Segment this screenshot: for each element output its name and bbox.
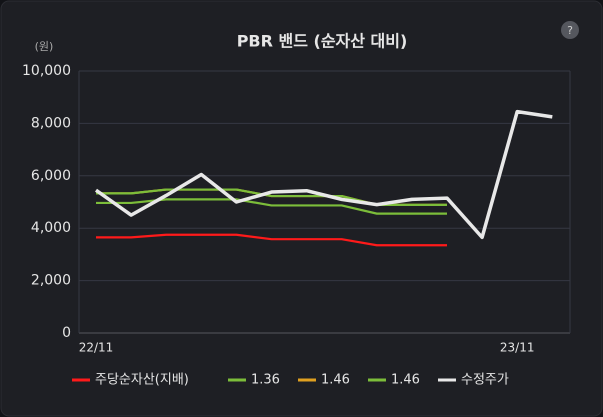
- help-icon[interactable]: [561, 21, 579, 39]
- legend-label: 1.46: [391, 373, 420, 388]
- x-tick-label: 22/11: [79, 341, 114, 355]
- legend-label: 주당순자산(지배): [95, 373, 189, 388]
- series-line: [96, 188, 447, 206]
- y-tick-label: 8,000: [31, 115, 71, 131]
- help-icon-text: ?: [567, 24, 573, 37]
- y-tick-label: 4,000: [31, 220, 71, 236]
- y-tick-label: 2,000: [31, 273, 71, 289]
- legend-label: 1.36: [251, 373, 280, 388]
- y-tick-label: 6,000: [31, 168, 71, 184]
- legend-label: 수정주가: [461, 373, 509, 388]
- series-line: [94, 109, 553, 240]
- y-tick-label: 10,000: [22, 63, 71, 79]
- chart-title: PBR 밴드 (순자산 대비): [237, 32, 408, 51]
- y-unit: (원): [35, 40, 54, 53]
- y-tick-label: 0: [62, 325, 71, 341]
- x-tick-label: 23/11: [500, 341, 535, 355]
- series-line: [96, 233, 447, 247]
- legend-label: 1.46: [321, 373, 350, 388]
